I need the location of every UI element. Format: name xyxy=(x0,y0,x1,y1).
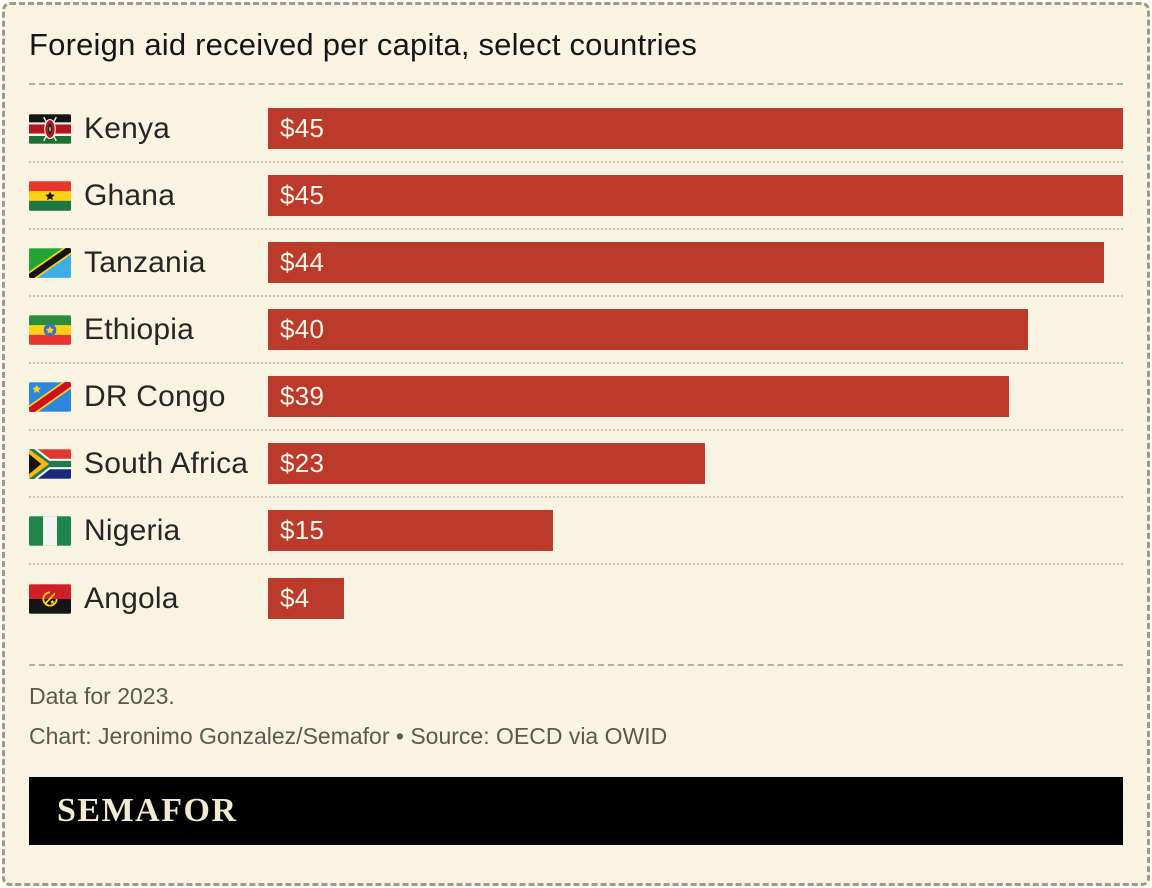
bar: $39 xyxy=(268,376,1010,417)
footer-note: Data for 2023. xyxy=(29,683,175,709)
nigeria-flag-icon xyxy=(29,515,71,546)
footer-credit: Chart: Jeronimo Gonzalez/Semafor • Sourc… xyxy=(29,723,668,749)
country-label: Kenya xyxy=(84,111,171,145)
bar: $45 xyxy=(268,108,1123,149)
country-label: Tanzania xyxy=(84,245,206,279)
chart-title: Foreign aid received per capita, select … xyxy=(29,27,698,62)
chart-row: South Africa $23 xyxy=(29,431,1123,498)
bar-track: $45 xyxy=(268,175,1123,216)
bar-track: $39 xyxy=(268,376,1123,417)
bar: $40 xyxy=(268,309,1028,350)
bar: $15 xyxy=(268,510,553,551)
footer-divider xyxy=(29,664,1123,666)
bar: $23 xyxy=(268,443,705,484)
chart-row: DR Congo $39 xyxy=(29,364,1123,431)
chart-row: Ghana $45 xyxy=(29,163,1123,230)
bar-track: $4 xyxy=(268,578,1123,619)
country-label: South Africa xyxy=(84,446,249,480)
bar-value-label: $45 xyxy=(280,113,325,143)
kenya-flag-icon xyxy=(29,113,71,144)
country-label: Ghana xyxy=(84,178,176,212)
bar-value-label: $40 xyxy=(280,314,325,344)
bar-value-label: $44 xyxy=(280,247,325,277)
dr-congo-flag-icon xyxy=(29,381,71,412)
semafor-logo-banner: SEMAFOR xyxy=(29,777,1123,845)
chart-row: Kenya $45 xyxy=(29,96,1123,163)
south-africa-flag-icon xyxy=(29,448,71,479)
angola-flag-icon xyxy=(29,583,71,614)
chart-row: Tanzania $44 xyxy=(29,230,1123,297)
bar-value-label: $39 xyxy=(280,381,325,411)
semafor-logo-text: SEMAFOR xyxy=(57,792,238,829)
bar: $4 xyxy=(268,578,344,619)
chart-row: Angola $4 xyxy=(29,565,1123,632)
bar-track: $45 xyxy=(268,108,1123,149)
country-label: Nigeria xyxy=(84,513,181,547)
bar-track: $23 xyxy=(268,443,1123,484)
country-label: Angola xyxy=(84,581,179,615)
title-divider xyxy=(29,83,1123,85)
ethiopia-flag-icon xyxy=(29,314,71,345)
ghana-flag-icon xyxy=(29,180,71,211)
bar-track: $44 xyxy=(268,242,1123,283)
bar-value-label: $45 xyxy=(280,180,325,210)
chart-row: Nigeria $15 xyxy=(29,498,1123,565)
country-label: Ethiopia xyxy=(84,312,195,346)
bar-track: $15 xyxy=(268,510,1123,551)
bar-value-label: $23 xyxy=(280,448,325,478)
bar: $45 xyxy=(268,175,1123,216)
bar-value-label: $4 xyxy=(280,583,310,613)
bar-chart: Kenya $45 Ghana $45 Tanzania $44 Ethiopi… xyxy=(29,96,1123,632)
bar-track: $40 xyxy=(268,309,1123,350)
tanzania-flag-icon xyxy=(29,247,71,278)
country-label: DR Congo xyxy=(84,379,226,413)
chart-row: Ethiopia $40 xyxy=(29,297,1123,364)
bar: $44 xyxy=(268,242,1105,283)
bar-value-label: $15 xyxy=(280,515,325,545)
